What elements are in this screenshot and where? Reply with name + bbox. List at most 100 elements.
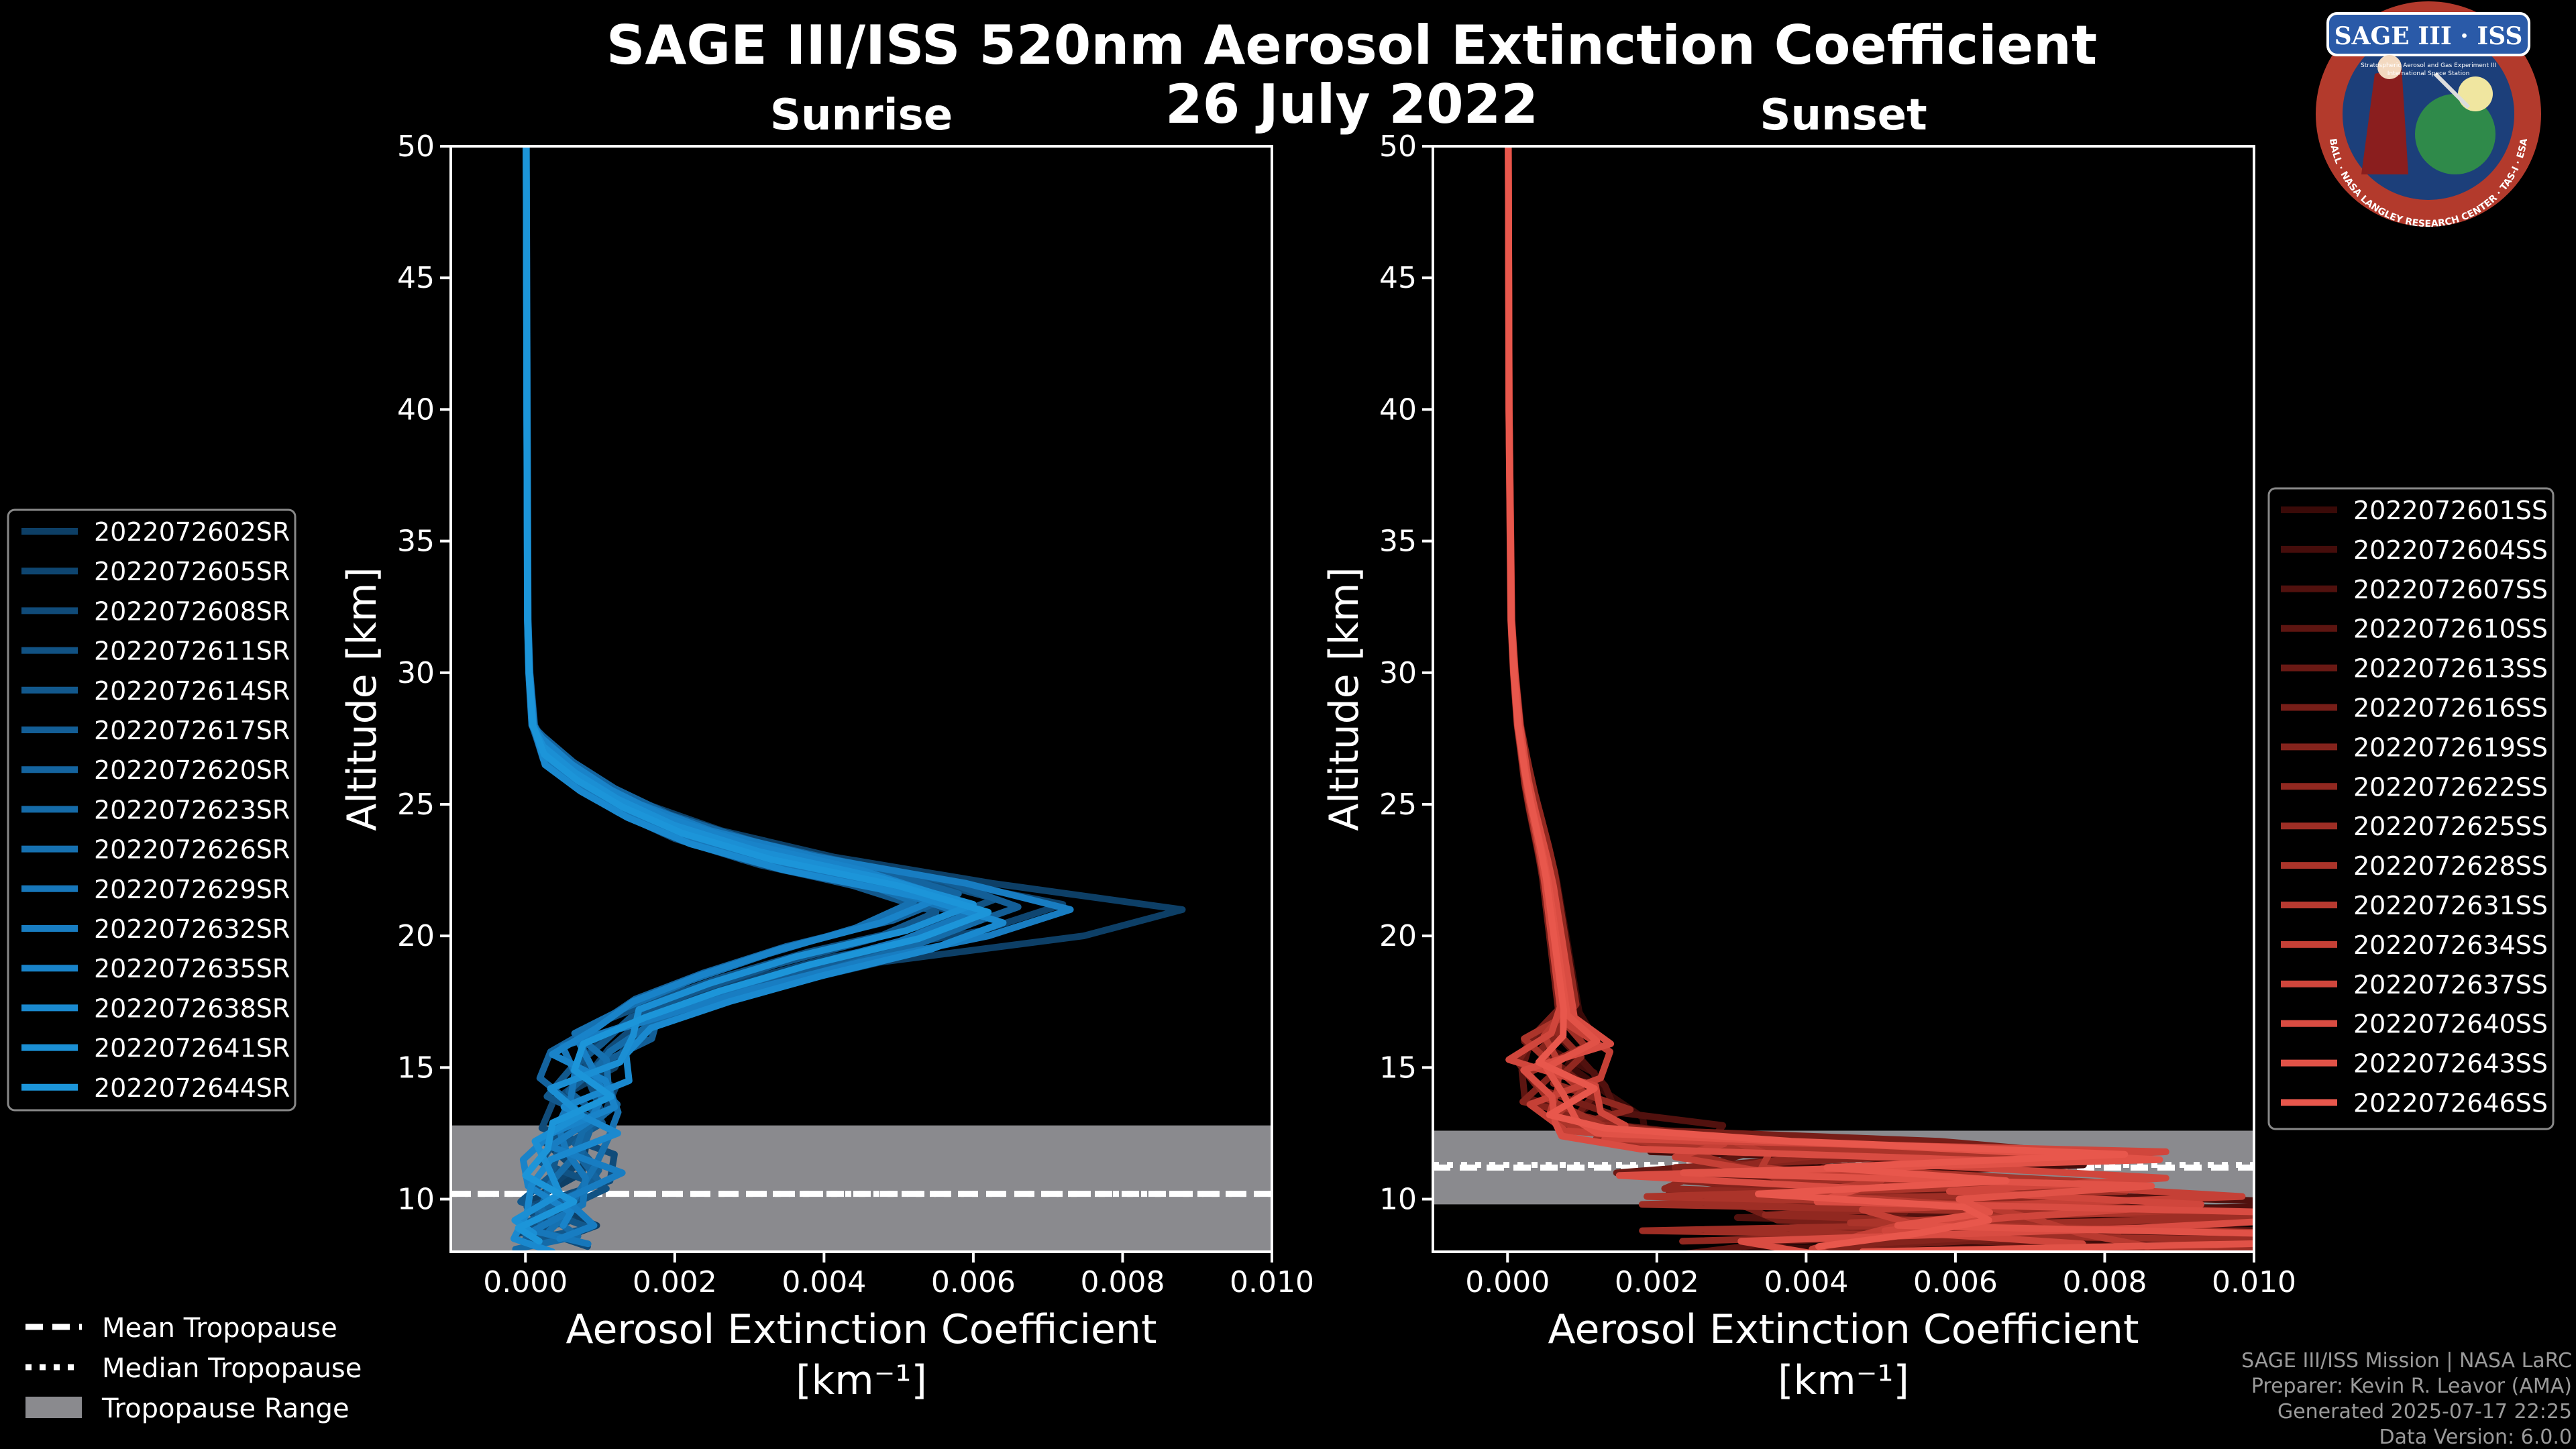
sunset-x-tick-label: 0.008: [2062, 1265, 2147, 1299]
sunrise-legend-label: 2022072644SR: [94, 1073, 290, 1103]
footer-credits: SAGE III/ISS Mission | NASA LaRC Prepare…: [2241, 1349, 2572, 1449]
sunrise-y-tick-label: 20: [397, 919, 435, 953]
sunset-legend-label: 2022072646SS: [2353, 1089, 2548, 1118]
footer-preparer: Preparer: Kevin R. Leavor (AMA): [2251, 1375, 2572, 1398]
sunrise-legend-label: 2022072641SR: [94, 1034, 290, 1063]
sunset-x-tick-label: 0.006: [1913, 1265, 1998, 1299]
sunrise-x-tick-label: 0.010: [1230, 1265, 1314, 1299]
sunrise-legend-label: 2022072623SR: [94, 795, 290, 824]
sunrise-x-tick-label: 0.000: [483, 1265, 568, 1299]
sunset-legend-label: 2022072643SS: [2353, 1049, 2548, 1079]
sunrise-legend-label: 2022072602SR: [94, 517, 290, 547]
sunrise-legend-label: 2022072632SR: [94, 914, 290, 944]
logo-figure-icon: [2361, 67, 2408, 174]
sunrise-legend-label: 2022072617SR: [94, 716, 290, 745]
sunset-legend-label: 2022072610SS: [2353, 614, 2548, 644]
median-tropopause-label: Median Tropopause: [102, 1353, 362, 1384]
footer-generated: Generated 2025-07-17 22:25: [2277, 1400, 2572, 1424]
sunset-x-tick-label: 0.000: [1465, 1265, 1550, 1299]
sunset-y-tick-label: 50: [1379, 129, 1417, 164]
sunrise-y-tick-label: 30: [397, 656, 435, 690]
sunset-legend-label: 2022072601SS: [2353, 496, 2548, 525]
sunrise-x-tick-label: 0.002: [633, 1265, 717, 1299]
sunrise-plot: 0.000 0.002 0.004 0.006 0.008 0.010 10 15 20 25 3…: [339, 129, 1314, 1404]
sunset-legend-label: 2022072625SS: [2353, 812, 2548, 841]
sunset-y-axis-label: Altitude [km]: [1321, 567, 1368, 831]
sunrise-x-axis-units: [km⁻¹]: [796, 1357, 927, 1404]
sunrise-x-ticks: 0.000 0.002 0.004 0.006 0.008 0.010: [483, 1252, 1314, 1299]
sunrise-legend-box: [7, 508, 297, 1112]
sunrise-series-lines: [511, 146, 1186, 1252]
sunset-legend-label: 2022072607SS: [2353, 575, 2548, 604]
sunset-y-tick-label: 15: [1379, 1051, 1417, 1085]
sunset-legend-label: 2022072634SS: [2353, 930, 2548, 960]
tropopause-range-label: Tropopause Range: [101, 1393, 350, 1424]
sunrise-legend-label: 2022072626SR: [94, 835, 290, 865]
figure-date: 26 July 2022: [1165, 73, 1538, 136]
sunset-legend-items: 2022072601SS 2022072604SS 2022072607SS 2022…: [2281, 496, 2548, 1118]
sunrise-legend-label: 2022072614SR: [94, 676, 290, 706]
sunset-y-tick-label: 45: [1379, 261, 1417, 295]
sunset-legend-box: [2267, 487, 2555, 1130]
sunset-legend-label: 2022072628SS: [2353, 851, 2548, 881]
footer-data-version: Data Version: 6.0.0: [2379, 1426, 2572, 1449]
sunset-x-tick-label: 0.010: [2212, 1265, 2296, 1299]
sunrise-legend-label: 2022072605SR: [94, 557, 290, 586]
sunset-plot-frame: [1432, 145, 2255, 1253]
sunset-legend-label: 2022072637SS: [2353, 970, 2548, 1000]
sunset-legend-label: 2022072640SS: [2353, 1010, 2548, 1039]
sunrise-legend: 2022072602SR 2022072605SR 2022072608SR 2022…: [7, 508, 297, 1112]
sunset-y-tick-label: 40: [1379, 392, 1417, 427]
sunset-y-tick-label: 35: [1379, 525, 1417, 559]
sunrise-series-line: [515, 146, 992, 1245]
sunrise-y-tick-label: 25: [397, 788, 435, 822]
sunrise-legend-items: 2022072602SR 2022072605SR 2022072608SR 2022…: [21, 517, 290, 1103]
sunset-legend-label: 2022072613SS: [2353, 654, 2548, 684]
sunset-legend-label: 2022072619SS: [2353, 733, 2548, 762]
sunset-legend-label: 2022072631SS: [2353, 891, 2548, 920]
sunset-x-tick-label: 0.002: [1615, 1265, 1699, 1299]
logo-iss-icon: [2433, 72, 2471, 109]
tropopause-legend: Mean Tropopause Median Tropopause Tropop…: [25, 1313, 362, 1424]
sunrise-y-tick-label: 40: [397, 392, 435, 427]
sunset-series-line: [1505, 146, 2129, 1250]
figure-title: SAGE III/ISS 520nm Aerosol Extinction Co…: [606, 14, 2097, 76]
sunrise-x-tick-label: 0.004: [782, 1265, 866, 1299]
sunrise-legend-label: 2022072620SR: [94, 755, 290, 785]
logo-subtitle: Stratospheric Aerosol and Gas Experiment…: [2361, 62, 2496, 69]
sunrise-x-tick-label: 0.008: [1080, 1265, 1165, 1299]
sunset-panel-title: Sunset: [1760, 91, 1927, 140]
sunrise-y-tick-label: 45: [397, 261, 435, 295]
sunrise-plot-frame: [449, 145, 1273, 1253]
sunrise-y-tick-label: 35: [397, 525, 435, 559]
sunset-x-ticks: 0.000 0.002 0.004 0.006 0.008 0.010: [1465, 1252, 2296, 1299]
logo-name: SAGE III · ISS: [2334, 22, 2523, 50]
sunrise-panel-title: Sunrise: [770, 91, 953, 140]
sunrise-y-tick-label: 50: [397, 129, 435, 164]
sunrise-legend-label: 2022072638SR: [94, 994, 290, 1023]
sunset-y-tick-label: 20: [1379, 919, 1417, 953]
sunset-x-tick-label: 0.004: [1764, 1265, 1848, 1299]
sunset-legend-label: 2022072616SS: [2353, 694, 2548, 723]
sunset-series-lines: [1505, 146, 2254, 1252]
logo-moon-icon: [2458, 76, 2493, 111]
logo-earth-icon: [2415, 94, 2496, 174]
logo-subtitle-2: International Space Station: [2387, 70, 2470, 77]
sunrise-x-tick-label: 0.006: [931, 1265, 1016, 1299]
sunset-y-tick-label: 25: [1379, 788, 1417, 822]
mean-tropopause-label: Mean Tropopause: [102, 1313, 337, 1344]
sunset-plot: 0.000 0.002 0.004 0.006 0.008 0.010 10 15 20 25 3…: [1321, 129, 2296, 1404]
sunrise-y-ticks: 10 15 20 25 30 35 40 45 50: [397, 129, 451, 1217]
sunrise-legend-label: 2022072608SR: [94, 596, 290, 626]
sunset-legend-label: 2022072604SS: [2353, 535, 2548, 565]
sunset-x-axis-units: [km⁻¹]: [1778, 1357, 1909, 1404]
sunrise-y-tick-label: 15: [397, 1051, 435, 1085]
sunset-legend: 2022072601SS 2022072604SS 2022072607SS 2022…: [2267, 487, 2555, 1130]
sunset-y-tick-label: 10: [1379, 1183, 1417, 1217]
footer-mission: SAGE III/ISS Mission | NASA LaRC: [2241, 1349, 2572, 1373]
sunrise-x-axis-label: Aerosol Extinction Coefficient: [566, 1306, 1157, 1353]
sage-iii-iss-logo: SAGE III · ISS BALL · NASA LANGLEY RESEA…: [2316, 1, 2541, 229]
sunrise-y-axis-label: Altitude [km]: [339, 567, 386, 831]
sunset-y-tick-label: 30: [1379, 656, 1417, 690]
